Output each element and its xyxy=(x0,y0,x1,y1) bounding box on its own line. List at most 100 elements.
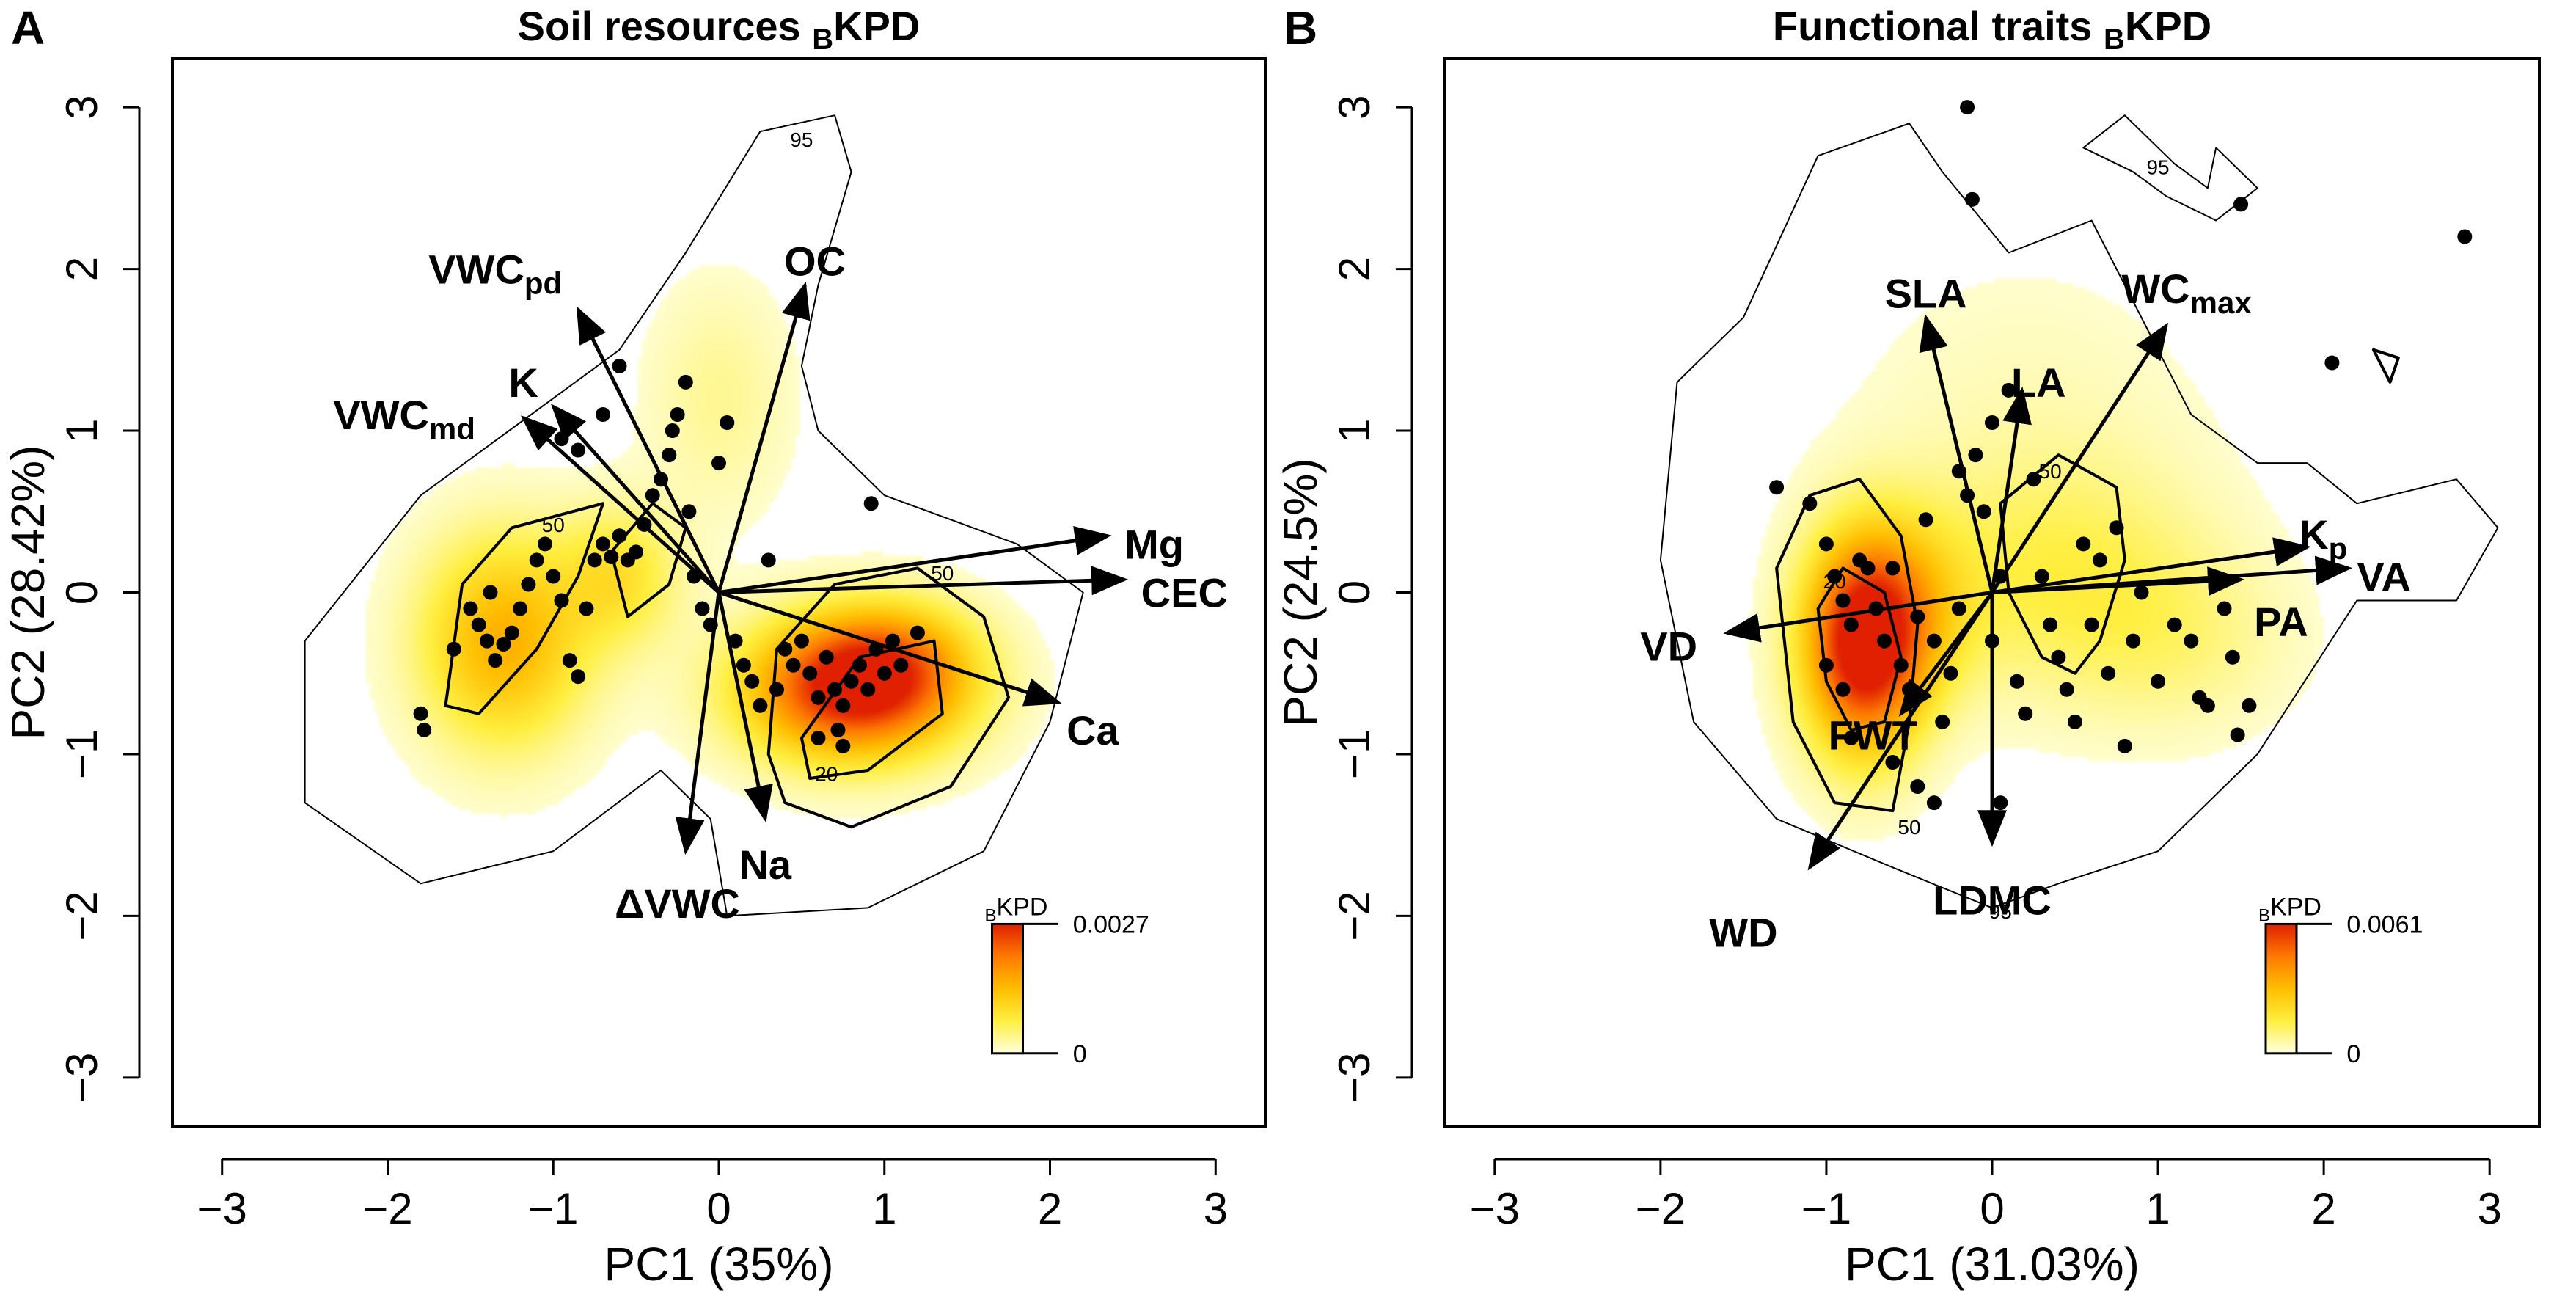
data-point xyxy=(463,601,478,616)
arrow-label-main: ΔVWC xyxy=(615,880,740,927)
contour-label: 50 xyxy=(1898,816,1920,839)
data-point xyxy=(678,374,693,390)
density-contour xyxy=(1775,478,1920,813)
arrow-label-main: K xyxy=(508,359,538,406)
data-point xyxy=(587,552,602,568)
data-point xyxy=(786,657,801,673)
loading-arrow xyxy=(1990,322,2169,594)
data-point xyxy=(1918,512,1933,528)
contour-label: 95 xyxy=(790,128,813,151)
y-tick-label: −1 xyxy=(57,729,106,779)
data-point xyxy=(596,407,610,422)
density-contour xyxy=(2371,348,2400,384)
data-point xyxy=(488,653,503,668)
arrow-label-sub: md xyxy=(429,412,475,446)
data-point xyxy=(2126,633,2141,649)
y-tick-label: 2 xyxy=(1330,257,1379,281)
arrow-label: SLA xyxy=(1885,271,1967,317)
data-point xyxy=(665,423,680,438)
data-point xyxy=(612,528,627,544)
data-point xyxy=(2068,714,2082,729)
data-point xyxy=(1835,593,1851,608)
x-tick-label: 2 xyxy=(1038,1184,1062,1233)
arrow-label: ΔVWC xyxy=(615,880,740,927)
x-axis-title: PC1 (35%) xyxy=(604,1238,834,1291)
arrow-label-sub: p xyxy=(2329,531,2348,566)
loading-arrow xyxy=(1723,591,1993,643)
data-point xyxy=(769,682,784,697)
data-point xyxy=(2076,536,2091,552)
loading-arrow xyxy=(576,306,721,594)
arrow-label-main: CEC xyxy=(1141,570,1228,616)
contour-label: 95 xyxy=(1989,900,2012,923)
x-tick-label: −3 xyxy=(1470,1184,1520,1233)
data-point xyxy=(1951,601,1966,616)
arrow-label: CEC xyxy=(1141,570,1228,616)
arrow-label-main: Na xyxy=(739,842,791,888)
data-point xyxy=(513,601,528,616)
data-point xyxy=(2026,472,2041,487)
data-point xyxy=(604,550,619,564)
x-tick-label: −2 xyxy=(1636,1184,1686,1233)
data-point xyxy=(2034,569,2049,584)
data-point xyxy=(2184,633,2199,649)
data-point xyxy=(629,544,644,560)
data-point xyxy=(471,617,486,632)
data-point xyxy=(711,456,726,471)
arrow-label: WCmax xyxy=(2121,266,2252,320)
arrow-label-main: Mg xyxy=(1124,521,1184,567)
data-point xyxy=(835,698,851,713)
data-point xyxy=(483,585,498,600)
arrow-label-sub: max xyxy=(2190,285,2253,320)
density-contour xyxy=(2082,114,2258,222)
arrow-label: PA xyxy=(2254,599,2308,645)
data-point xyxy=(1802,496,1818,511)
panel-letter: B xyxy=(1284,1,1317,54)
x-tick-label: 0 xyxy=(1980,1184,2004,1233)
data-point xyxy=(1893,657,1909,673)
arrow-label-main: VD xyxy=(1640,623,1697,669)
data-point xyxy=(2230,727,2245,742)
y-tick-label: 0 xyxy=(57,580,106,605)
contour-label: 20 xyxy=(815,762,838,785)
loading-arrow xyxy=(675,592,721,855)
data-point xyxy=(538,536,552,552)
data-point xyxy=(571,669,586,685)
colorbar xyxy=(2264,922,2298,1055)
arrow-label-main: Ca xyxy=(1066,707,1119,753)
chart-title-sub: B xyxy=(2104,23,2125,56)
y-tick-label: −2 xyxy=(57,891,106,941)
data-point xyxy=(1885,561,1900,576)
density-contour xyxy=(1816,566,1903,731)
density-contour xyxy=(799,639,944,780)
loading-arrow xyxy=(718,591,1062,707)
data-point xyxy=(2043,617,2058,632)
x-tick-label: −3 xyxy=(197,1184,247,1233)
density-contour xyxy=(766,566,1011,829)
colorbar-title-main: KPD xyxy=(2270,893,2321,921)
data-point xyxy=(811,730,826,745)
data-point xyxy=(893,657,909,673)
x-tick-label: 3 xyxy=(2477,1184,2501,1233)
arrow-label-main: VWC xyxy=(428,247,524,293)
data-point xyxy=(417,722,432,737)
data-point xyxy=(670,407,685,422)
x-tick-label: −1 xyxy=(528,1184,578,1233)
data-point xyxy=(1818,657,1834,673)
arrow-label-main: LDMC xyxy=(1933,877,2052,923)
loading-arrow xyxy=(717,281,811,594)
y-tick-label: 2 xyxy=(57,257,106,281)
data-point xyxy=(612,358,627,373)
data-point xyxy=(554,431,569,447)
y-axis-title: PC2 (28.42%) xyxy=(1,445,54,740)
data-point xyxy=(1976,504,1991,519)
data-point xyxy=(777,641,793,657)
data-point xyxy=(2059,682,2074,697)
data-point xyxy=(413,706,428,721)
data-point xyxy=(1985,415,1999,430)
data-point xyxy=(844,674,859,689)
data-point xyxy=(1827,569,1843,584)
data-point xyxy=(2084,617,2099,632)
